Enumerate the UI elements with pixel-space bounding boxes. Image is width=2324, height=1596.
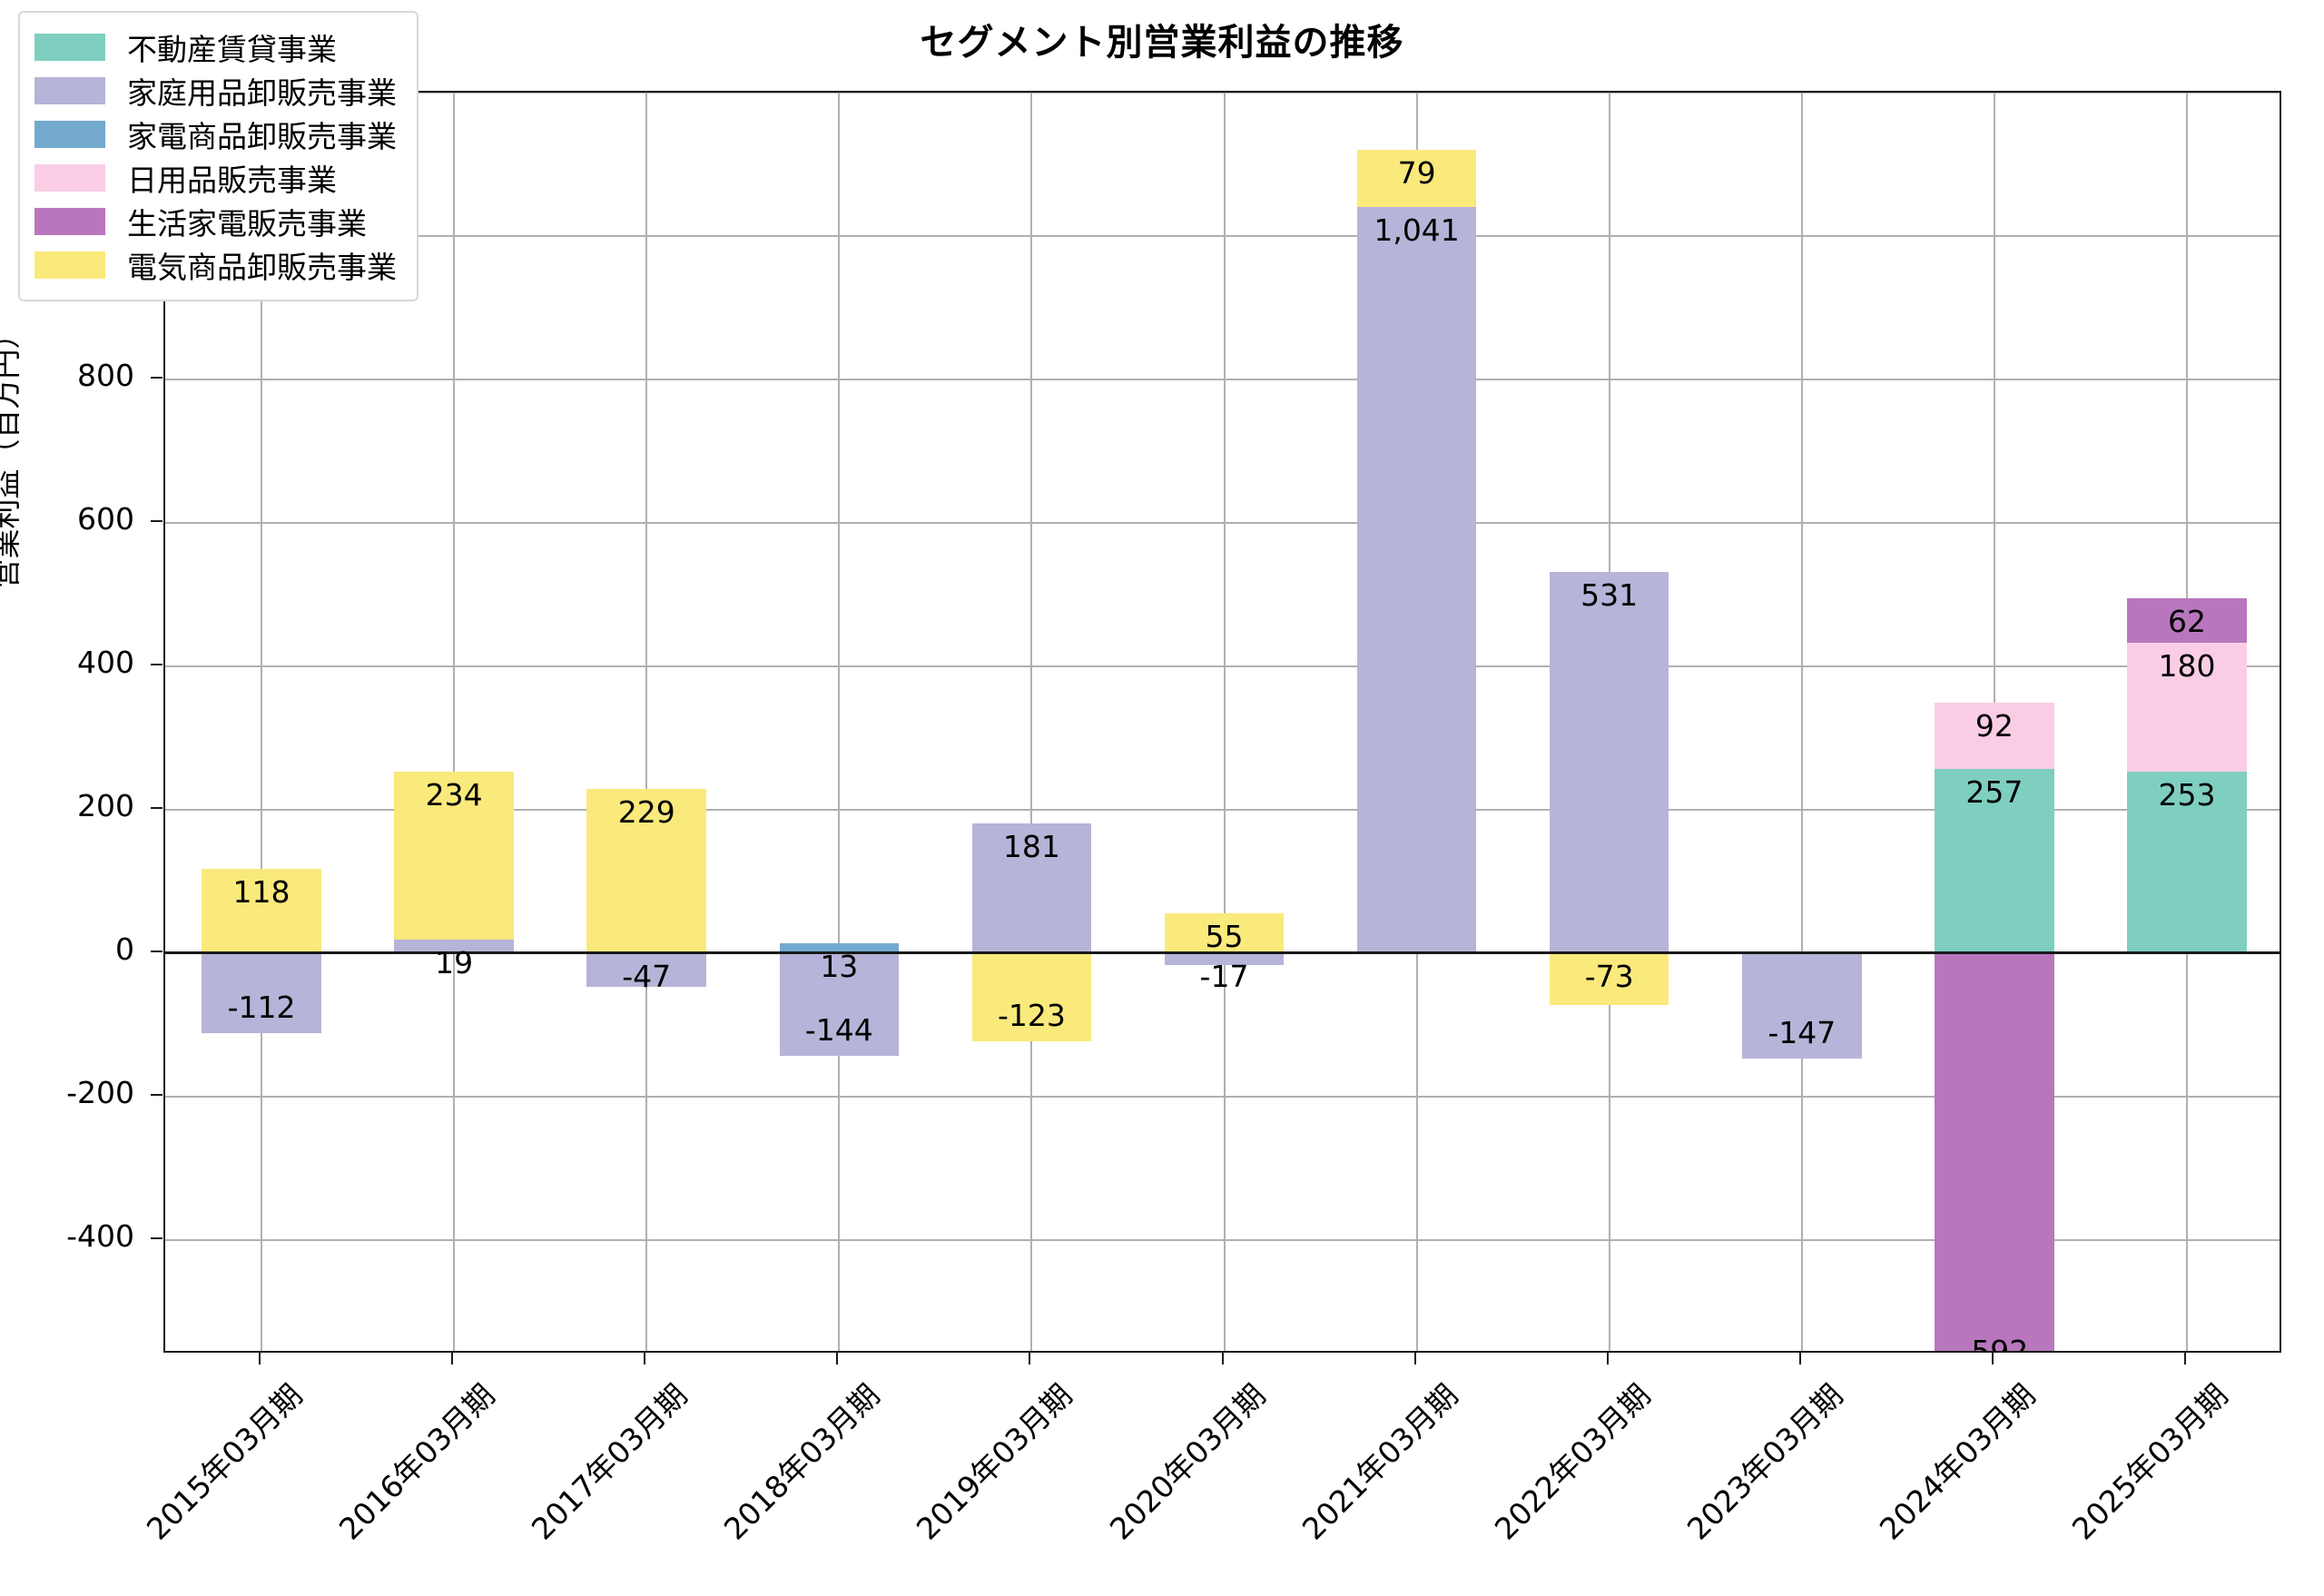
- chart-title: セグメント別営業利益の推移: [920, 22, 1404, 64]
- gridline-horizontal: [165, 521, 2280, 524]
- y-tick-label: 600: [77, 500, 134, 537]
- bar-segment[interactable]: [1935, 768, 2054, 953]
- bar-segment[interactable]: [202, 868, 321, 953]
- legend-swatch-icon: [34, 208, 105, 235]
- bar-segment[interactable]: [2127, 771, 2247, 953]
- legend-swatch-icon: [34, 77, 105, 104]
- x-tick-label: 2018年03月期: [717, 1376, 887, 1547]
- y-tick-mark: [151, 806, 162, 809]
- bar-segment[interactable]: [2127, 597, 2247, 643]
- gridline-horizontal: [165, 378, 2280, 380]
- x-tick-label: 2019年03月期: [910, 1376, 1079, 1547]
- x-tick-mark: [1606, 1353, 1609, 1364]
- y-tick-label: -400: [66, 1217, 134, 1254]
- x-tick-mark: [1413, 1353, 1416, 1364]
- bar-segment[interactable]: [394, 939, 514, 953]
- x-tick-mark: [836, 1353, 839, 1364]
- x-tick-mark: [1798, 1353, 1801, 1364]
- gridline-vertical: [261, 93, 263, 1351]
- gridline-vertical: [453, 93, 456, 1351]
- y-axis-label: 営業利益（百万円）: [0, 319, 24, 589]
- legend-label: 家電商品卸販売事業: [127, 119, 397, 154]
- gridline-vertical: [1800, 93, 1803, 1351]
- chart-legend: 不動産賃貸事業家庭用品卸販売事業 家電商品卸販売事業 日用品販売事業 生活家電販売事業…: [18, 11, 419, 301]
- bar-segment[interactable]: [1935, 952, 2054, 1351]
- gridline-horizontal: [165, 93, 2280, 94]
- gridline-horizontal: [165, 234, 2280, 237]
- bar-segment[interactable]: [2127, 642, 2247, 772]
- legend-label: 日用品販売事業: [127, 163, 337, 198]
- y-tick-mark: [151, 519, 162, 522]
- x-tick-mark: [259, 1353, 261, 1364]
- bar-segment[interactable]: [586, 952, 706, 987]
- bar-segment[interactable]: [1164, 913, 1285, 953]
- gridline-horizontal: [165, 808, 2280, 811]
- gridline-horizontal: [165, 1095, 2280, 1098]
- bar-segment[interactable]: [1356, 150, 1477, 207]
- zero-axis-line: [165, 951, 2280, 955]
- y-tick-label: 200: [77, 787, 134, 823]
- x-tick-label: 2015年03月期: [139, 1376, 310, 1547]
- bar-segment[interactable]: [971, 823, 1092, 953]
- gridline-vertical: [1030, 93, 1033, 1351]
- chart-figure: セグメント別営業利益の推移 営業利益（百万円） 1,2001,000800600…: [0, 11, 2281, 1547]
- bar-segment[interactable]: [1549, 572, 1669, 953]
- bar-segment[interactable]: [971, 952, 1092, 1041]
- bar-segment[interactable]: [1742, 952, 1862, 1059]
- x-tick-mark: [1221, 1353, 1224, 1364]
- x-tick-mark: [1991, 1353, 1994, 1364]
- gridline-horizontal: [165, 665, 2280, 667]
- legend-label: 電気商品卸販売事業: [127, 250, 397, 285]
- legend-label: 家庭用品卸販売事業: [127, 75, 397, 111]
- legend-item[interactable]: 生活家電販売事業: [34, 200, 397, 243]
- x-tick-label: 2020年03月期: [1102, 1376, 1273, 1547]
- legend-item[interactable]: 日用品販売事業: [34, 156, 397, 200]
- x-tick-label: 2023年03月期: [1679, 1376, 1850, 1547]
- y-tick-mark: [151, 1236, 162, 1239]
- x-tick-label: 2025年03月期: [2064, 1376, 2235, 1547]
- x-tick-label: 2016年03月期: [331, 1376, 502, 1547]
- y-tick-mark: [151, 1093, 162, 1096]
- legend-item[interactable]: 不動産賃貸事業: [34, 25, 397, 69]
- x-tick-mark: [1029, 1353, 1031, 1364]
- gridline-vertical: [1223, 93, 1226, 1351]
- bar-segment[interactable]: [779, 952, 900, 1057]
- plot-area: -112 118 19 234 -47 229 -144 13 181 -123 -17 55 1,04…: [163, 91, 2281, 1353]
- legend-label: 不動産賃貸事業: [127, 32, 337, 67]
- legend-label: 生活家電販売事業: [127, 206, 367, 241]
- y-tick-mark: [151, 376, 162, 379]
- x-tick-mark: [644, 1353, 646, 1364]
- y-tick-label: 400: [77, 644, 134, 680]
- legend-swatch-icon: [34, 164, 105, 192]
- legend-swatch-icon: [34, 34, 105, 61]
- legend-item[interactable]: 家庭用品卸販売事業: [34, 69, 397, 113]
- legend-item[interactable]: 電気商品卸販売事業: [34, 243, 397, 287]
- gridline-vertical: [645, 93, 648, 1351]
- y-tick-mark: [151, 950, 162, 952]
- x-tick-mark: [2183, 1353, 2186, 1364]
- bar-segment[interactable]: [1356, 206, 1477, 953]
- bar-segment[interactable]: [1935, 703, 2054, 769]
- bar-segment[interactable]: [202, 952, 321, 1034]
- legend-item[interactable]: 家電商品卸販売事業: [34, 113, 397, 156]
- bar-segment[interactable]: [394, 771, 514, 940]
- legend-swatch-icon: [34, 251, 105, 279]
- y-tick-label: -200: [66, 1074, 134, 1110]
- bar-segment[interactable]: [1164, 952, 1285, 966]
- bar-segment[interactable]: [779, 943, 900, 953]
- legend-swatch-icon: [34, 121, 105, 148]
- gridline-horizontal: [165, 1238, 2280, 1241]
- x-tick-label: 2022年03月期: [1487, 1376, 1658, 1547]
- y-tick-label: 0: [115, 931, 134, 967]
- y-tick-label: 800: [77, 357, 134, 393]
- bar-segment[interactable]: [586, 788, 706, 953]
- x-tick-label: 2024年03月期: [1872, 1376, 2043, 1547]
- x-tick-mark: [451, 1353, 454, 1364]
- x-tick-label: 2021年03月期: [1295, 1376, 1465, 1547]
- y-tick-mark: [151, 663, 162, 665]
- gridline-vertical: [838, 93, 841, 1351]
- bar-segment[interactable]: [1549, 952, 1669, 1006]
- x-tick-label: 2017年03月期: [525, 1376, 694, 1547]
